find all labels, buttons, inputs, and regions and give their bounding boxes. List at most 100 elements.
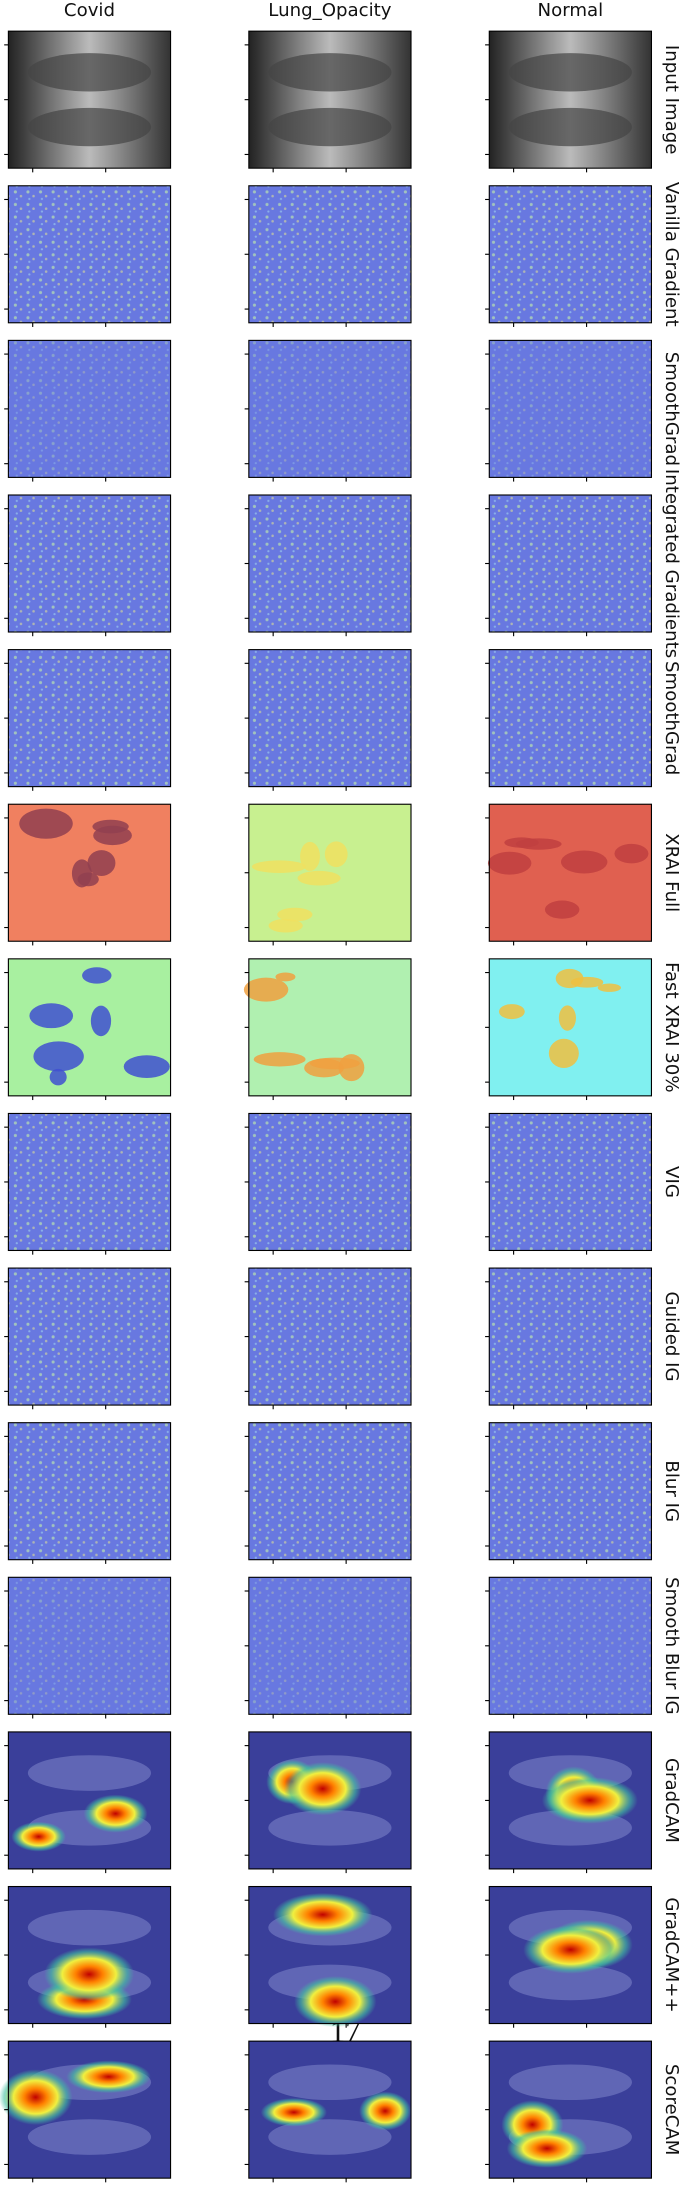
heat <box>359 2091 412 2131</box>
noise <box>8 495 171 633</box>
region <box>560 850 608 874</box>
heat <box>66 2060 151 2094</box>
cell-image <box>485 1422 653 1564</box>
xray <box>489 31 652 169</box>
row-label: ScoreCAM <box>661 2064 682 2156</box>
noise <box>489 1577 652 1715</box>
noise <box>248 1422 411 1560</box>
lung <box>268 2119 392 2155</box>
region <box>548 1038 579 1068</box>
row-label: Integrated Gradients <box>661 469 682 658</box>
region <box>253 1052 306 1067</box>
heat <box>83 1794 148 1833</box>
column-header: Normal <box>538 0 604 21</box>
cell-image <box>244 2040 412 2183</box>
noise <box>248 495 411 633</box>
cell-image <box>485 185 653 327</box>
region <box>277 907 313 922</box>
cell-image <box>485 1576 653 1719</box>
noise <box>248 1577 411 1715</box>
noise <box>8 1113 171 1251</box>
cell-image <box>4 1267 172 1410</box>
column-header: Covid <box>64 0 115 21</box>
heat <box>273 1892 373 1937</box>
column-header: Lung_Opacity <box>268 0 392 21</box>
noise <box>489 649 652 787</box>
region <box>614 843 649 864</box>
heat <box>0 2069 73 2126</box>
noise <box>8 649 171 787</box>
region <box>297 870 341 886</box>
row-label: Vanilla Gradient <box>661 182 682 327</box>
cell-image <box>244 803 412 946</box>
region <box>33 1041 84 1072</box>
region <box>544 900 580 919</box>
row-label: GradCAM <box>661 1758 682 1843</box>
heat <box>260 2098 327 2127</box>
heat <box>44 1947 135 2002</box>
cell-image <box>244 185 412 327</box>
region <box>558 1005 576 1031</box>
row-label: Blur IG <box>661 1460 682 1522</box>
noise <box>248 340 411 478</box>
lung <box>508 107 632 147</box>
cell-image <box>243 958 412 1101</box>
heat <box>11 1821 66 1852</box>
lung <box>27 2119 152 2155</box>
noise <box>489 1268 652 1406</box>
row-label: Smooth Blur IG <box>661 1577 682 1715</box>
noise <box>248 1268 411 1406</box>
cell-image <box>244 1885 412 2028</box>
noise <box>489 185 652 323</box>
noise <box>248 649 411 787</box>
cell-image <box>485 803 653 946</box>
noise <box>8 1422 171 1560</box>
xray <box>8 31 171 169</box>
cell-image <box>4 1731 172 1874</box>
noise <box>248 1113 411 1251</box>
noise <box>489 1422 652 1560</box>
region <box>275 972 296 982</box>
region <box>487 851 532 875</box>
heat <box>523 1925 619 1974</box>
lung <box>508 2064 632 2101</box>
cell-image <box>485 2040 653 2183</box>
region <box>87 850 116 876</box>
cell-image <box>4 649 172 791</box>
cell-image <box>4 494 172 637</box>
region <box>71 859 92 888</box>
noise <box>489 1113 652 1251</box>
cell-image <box>485 494 653 637</box>
noise <box>248 185 411 323</box>
cell-image <box>4 958 172 1101</box>
region <box>324 841 348 868</box>
row-label: Fast XRAI 30% <box>661 962 682 1092</box>
cell-image <box>4 1885 172 2028</box>
cell-image <box>485 1731 653 1874</box>
region <box>243 977 289 1002</box>
heat <box>541 1776 638 1824</box>
region <box>515 838 562 850</box>
cell-image <box>244 1112 412 1255</box>
lung <box>268 53 392 92</box>
cell-image <box>244 339 412 482</box>
region <box>310 1057 360 1070</box>
cell-image <box>4 185 172 327</box>
cell-image <box>485 1112 653 1255</box>
region <box>498 1004 525 1020</box>
cell-image <box>244 1422 412 1564</box>
row-label: VIG <box>661 1166 682 1198</box>
row-label: XRAI Full <box>661 833 682 912</box>
xray <box>248 31 411 169</box>
noise <box>489 495 652 633</box>
region <box>597 983 621 992</box>
cell-image <box>4 1422 172 1564</box>
region <box>82 967 112 984</box>
cell-image <box>244 30 412 173</box>
lung <box>508 1964 632 2001</box>
noise <box>8 1268 171 1406</box>
lung <box>268 2064 392 2101</box>
region <box>251 860 307 873</box>
